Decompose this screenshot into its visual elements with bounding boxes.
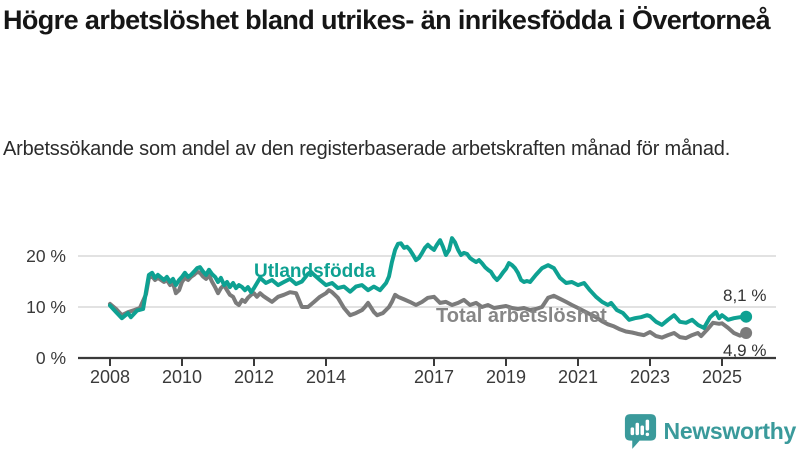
brand-footer: Newsworthy: [624, 413, 796, 450]
chart-title: Högre arbetslöshet bland utrikes- än inr…: [3, 5, 771, 35]
y-tick-label: 20 %: [26, 246, 66, 266]
y-tick-label: 10 %: [26, 297, 66, 317]
series-label-total-arbetsloshet: Total arbetslöshet: [436, 305, 607, 327]
brand-name: Newsworthy: [663, 418, 797, 444]
x-tick-label: 2010: [162, 367, 202, 387]
end-value-label-utlandsfodda: 8,1 %: [723, 286, 767, 305]
newsworthy-logo-icon: [624, 414, 656, 449]
x-tick-label: 2023: [630, 367, 670, 387]
x-tick-label: 2014: [306, 367, 346, 387]
x-tick-label: 2008: [90, 367, 130, 387]
x-tick-label: 2017: [414, 367, 454, 387]
x-tick-label: 2025: [702, 367, 742, 387]
x-tick-label: 2021: [558, 367, 598, 387]
chart-subtitle: Arbetssökande som andel av den registerb…: [3, 138, 731, 160]
series-label-utlandsfodda: Utlandsfödda: [254, 261, 376, 282]
series-line-total: [108, 269, 749, 341]
end-value-label-total: 4,9 %: [723, 341, 767, 360]
series-end-dot: [740, 310, 753, 323]
x-tick-label: 2012: [234, 367, 274, 387]
y-tick-label: 0 %: [36, 348, 66, 368]
series-line-utlandsfodda: [108, 236, 749, 330]
series-end-dot: [740, 327, 753, 340]
x-tick-label: 2019: [486, 367, 526, 387]
